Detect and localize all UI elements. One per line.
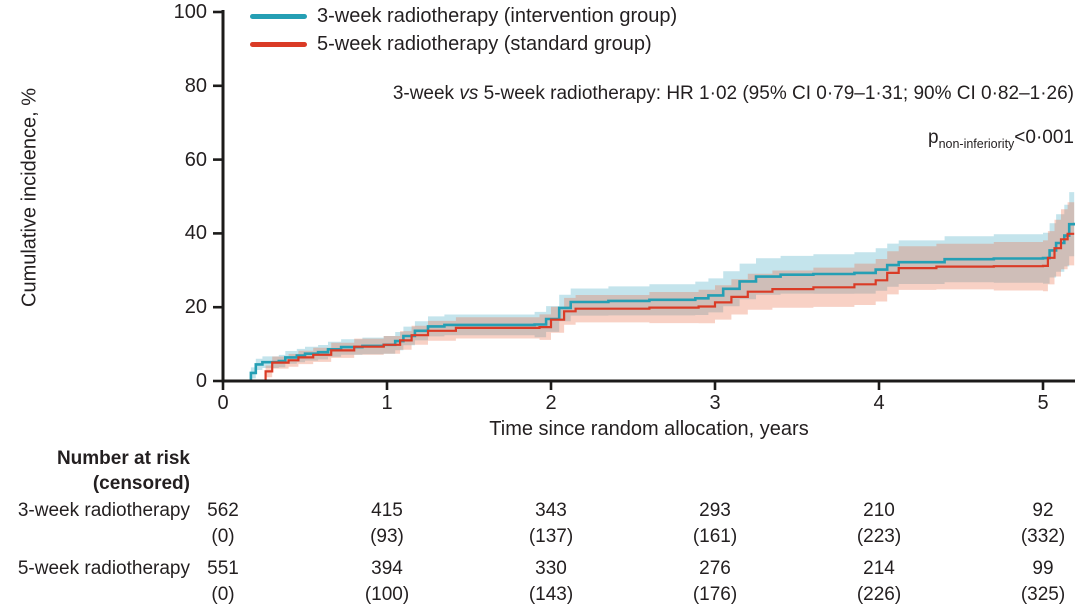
censored-cell: (176) (692, 584, 738, 605)
censored-cell: (93) (370, 526, 404, 547)
p-subscript: non-inferiority (938, 136, 1015, 151)
p-noninferiority-annotation: pnon-inferiority<0·001 (928, 127, 1074, 151)
ci-band-5week (223, 200, 1075, 381)
censored-cell: (223) (856, 526, 902, 547)
x-tick-label-0: 0 (217, 392, 229, 414)
censored-cell: (226) (856, 584, 902, 605)
at-risk-cell: 415 (371, 500, 403, 521)
x-tick-label-3: 3 (709, 392, 721, 414)
x-tick-label-2: 2 (545, 392, 557, 414)
censored-cell: (137) (528, 526, 574, 547)
p-value: <0·001 (1014, 127, 1074, 148)
x-tick-label-1: 1 (381, 392, 393, 414)
legend-label-3week: 3-week radiotherapy (intervention group) (317, 4, 678, 27)
curve-5week (223, 232, 1075, 383)
y-tick-label-60: 60 (184, 148, 207, 171)
curve-3week (223, 222, 1075, 383)
censored-cell: (161) (692, 526, 738, 547)
hr-annotation-vs: vs (459, 83, 479, 104)
y-tick-label-20: 20 (184, 296, 207, 319)
risk-row-label-3week: 3-week radiotherapy (17, 500, 190, 521)
hr-annotation-part2: 5-week radiotherapy: HR 1·02 (95% CI 0·7… (478, 83, 1074, 104)
risk-table-header: Number at risk (censored) (0, 446, 190, 496)
legend-line-3week-icon (250, 13, 307, 19)
at-risk-cell: 99 (1032, 558, 1054, 579)
x-tick-label-5: 5 (1037, 392, 1049, 414)
at-risk-cell: 293 (699, 500, 731, 521)
at-risk-cell: 394 (371, 558, 403, 579)
y-tick-label-0: 0 (195, 370, 207, 392)
legend-item-5week: 5-week radiotherapy (standard group) (250, 31, 652, 57)
hazard-ratio-annotation: 3-week vs 5-week radiotherapy: HR 1·02 (… (393, 83, 1074, 105)
ci-band-3week (223, 189, 1075, 381)
at-risk-cell: 551 (207, 558, 239, 579)
censored-cell: (325) (1020, 584, 1066, 605)
risk-table-header-line1: Number at risk (56, 448, 190, 469)
at-risk-cell: 214 (863, 558, 895, 579)
censored-cell: (0) (211, 584, 235, 605)
at-risk-cell: 276 (699, 558, 731, 579)
censored-cell: (100) (364, 584, 410, 605)
y-tick-label-100: 100 (173, 1, 207, 23)
legend-item-3week: 3-week radiotherapy (intervention group) (250, 3, 677, 29)
at-risk-cell: 343 (535, 500, 567, 521)
legend-label-5week: 5-week radiotherapy (standard group) (317, 32, 652, 55)
censored-cell: (143) (528, 584, 574, 605)
risk-table-header-line2: (censored) (92, 473, 190, 494)
censored-cell: (332) (1020, 526, 1066, 547)
at-risk-cell: 330 (535, 558, 567, 579)
at-risk-cell: 562 (207, 500, 239, 521)
y-tick-label-40: 40 (184, 222, 207, 245)
legend-line-5week-icon (250, 41, 307, 47)
y-tick-label-80: 80 (184, 74, 207, 97)
at-risk-cell: 92 (1032, 500, 1054, 521)
y-axis-title: Cumulative incidence, % (18, 88, 41, 307)
x-tick-label-4: 4 (873, 392, 885, 414)
hr-annotation-part1: 3-week (392, 83, 460, 104)
at-risk-cell: 210 (863, 500, 895, 521)
x-axis-title: Time since random allocation, years (489, 418, 809, 440)
censored-cell: (0) (211, 526, 235, 547)
risk-row-label-5week: 5-week radiotherapy (17, 558, 190, 579)
p-prefix: p (927, 127, 939, 148)
